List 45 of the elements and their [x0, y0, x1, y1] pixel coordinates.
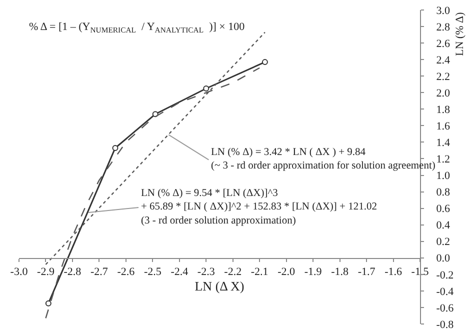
y-tick-label: 0.6	[436, 203, 450, 216]
x-tick-label: -2.1	[250, 266, 268, 278]
x-tick-label: -1.5	[411, 266, 430, 278]
y-tick-label: 2.8	[436, 21, 450, 34]
x-tick-label: -1.8	[331, 266, 349, 278]
y-tick-label: 1.0	[436, 170, 450, 182]
x-tick-label: -1.6	[384, 266, 402, 278]
x-tick-label: -2.9	[37, 266, 55, 278]
annotation: LN (% Δ) = 9.54 * [LN (ΔX)]^3 + 65.89 * [LN ( ΔX)]^2 + 152.83 * [LN (ΔX)] + 121.02 (3 - rd order solution approximation)	[141, 188, 377, 226]
y-tick-label: 0.2	[436, 236, 450, 248]
x-tick-label: -2.0	[278, 266, 296, 278]
x-tick-label: -3.0	[10, 266, 28, 278]
x-tick-label: -2.7	[90, 266, 108, 278]
x-tick-label: -2.4	[170, 266, 189, 278]
y-tick-label: 1.2	[436, 154, 450, 166]
y-tick-label: 2.4	[436, 54, 450, 66]
y-tick-label: 2.2	[436, 70, 450, 83]
x-tick-label: -2.2	[224, 266, 242, 278]
x-tick-label: -1.7	[358, 266, 376, 278]
y-tick-label: 2.6	[436, 38, 450, 50]
x-tick-label: -2.3	[197, 266, 216, 278]
y-tick-label: 2.0	[436, 87, 450, 100]
y-tick-label: 3.0	[436, 4, 450, 17]
y-tick-label: 0.4	[436, 220, 450, 232]
point	[45, 300, 52, 306]
annotation: % Δ = [1 – (Y$_{NUMERICAL}$ / Y$_{ANALYTICAL}$ )] × 100	[29, 21, 246, 34]
x-tick-label: -2.5	[144, 266, 162, 278]
y-tick-label: -0.6	[436, 302, 454, 314]
x-tick-label: -2.8	[64, 266, 82, 278]
point	[112, 144, 118, 151]
point	[262, 59, 268, 66]
x-axis-title: LN (Δ X)	[194, 278, 244, 294]
y-tick-label: -0.2	[436, 269, 454, 282]
y-tick-label: -0.8	[436, 318, 454, 331]
point	[203, 86, 210, 92]
x-tick-label: -2.6	[117, 266, 136, 278]
y-tick-label: 0.0	[436, 252, 450, 265]
y-tick-label: 0.8	[436, 186, 450, 199]
x-tick-label: -1.9	[304, 266, 322, 278]
y-axis-title: LN (% Δ)	[454, 12, 466, 56]
y-tick-label: -0.4	[436, 286, 454, 298]
y-tick-label: 1.4	[436, 137, 450, 150]
y-tick-label: 1.8	[436, 104, 450, 116]
y-tick-label: 1.6	[436, 120, 450, 133]
annotation: LN (% Δ) = 3.42 * LN ( ΔX ) + 9.84 (~ 3 - rd order approximation for solution agreement)	[211, 147, 436, 172]
